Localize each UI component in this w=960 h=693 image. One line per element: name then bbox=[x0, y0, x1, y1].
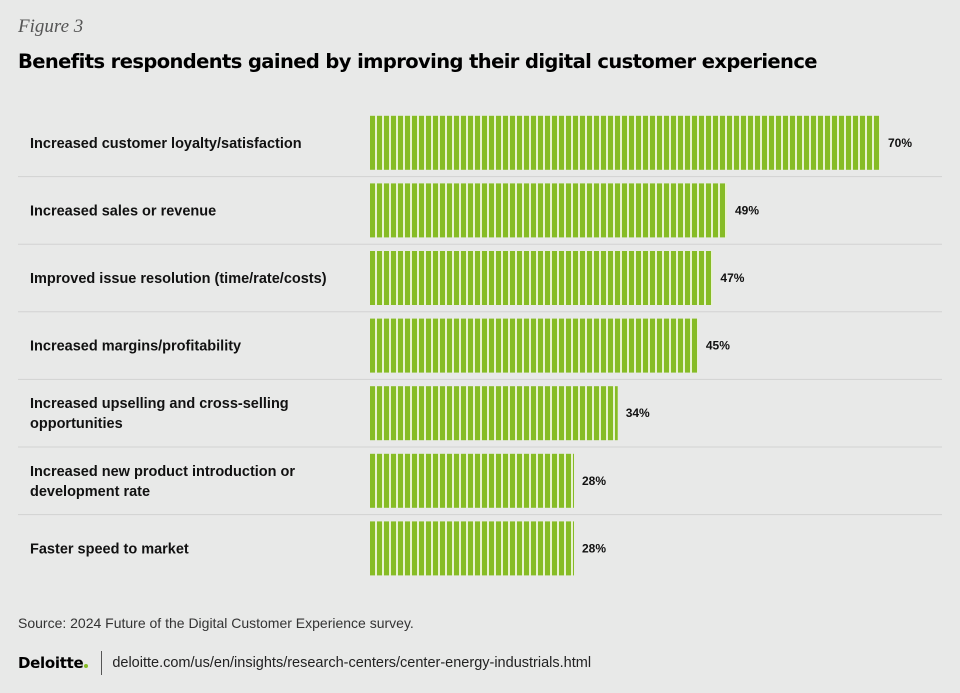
category-label: Faster speed to market bbox=[30, 541, 189, 557]
bar-chart: Increased customer loyalty/satisfaction 7… bbox=[18, 115, 942, 576]
logo-dot-icon bbox=[84, 664, 89, 668]
category-label: Increased sales or revenue bbox=[30, 203, 216, 219]
bar bbox=[370, 318, 698, 373]
deloitte-logo: Deloitte bbox=[18, 654, 89, 672]
bar bbox=[370, 251, 713, 305]
source-note: Source: 2024 Future of the Digital Custo… bbox=[18, 615, 414, 631]
value-label: 47% bbox=[720, 271, 744, 285]
bar bbox=[370, 115, 880, 170]
category-label: Increased customer loyalty/satisfaction bbox=[30, 136, 302, 152]
value-label: 49% bbox=[735, 203, 759, 217]
bar bbox=[370, 386, 618, 441]
value-label: 70% bbox=[888, 136, 912, 150]
chart-title: Benefits respondents gained by improving… bbox=[18, 50, 818, 73]
value-label: 45% bbox=[706, 339, 730, 353]
category-label: Improved issue resolution (time/rate/cos… bbox=[30, 271, 327, 287]
bar bbox=[370, 183, 727, 238]
category-label: Increased margins/profitability bbox=[30, 339, 241, 355]
footer: Deloitte deloitte.com/us/en/insights/res… bbox=[18, 650, 591, 676]
value-label: 28% bbox=[582, 474, 606, 488]
category-label: Increased upselling and cross-selling opp… bbox=[30, 396, 289, 432]
bar bbox=[370, 521, 574, 576]
value-label: 34% bbox=[626, 406, 650, 420]
bar bbox=[370, 453, 574, 508]
value-label: 28% bbox=[582, 541, 606, 555]
footer-divider bbox=[101, 651, 103, 675]
footer-url[interactable]: deloitte.com/us/en/insights/research-cen… bbox=[112, 655, 592, 671]
category-label: Increased new product introduction or dev… bbox=[30, 464, 295, 500]
figure-label: Figure 3 bbox=[18, 16, 84, 37]
